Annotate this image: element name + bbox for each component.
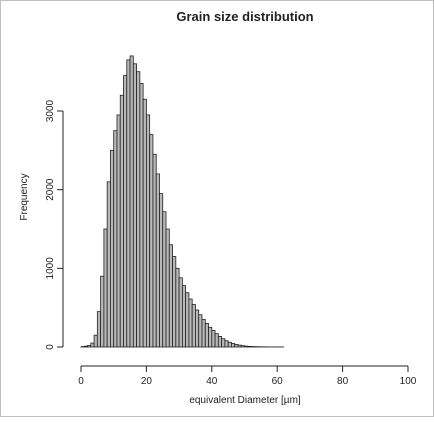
histogram-bar <box>117 115 120 347</box>
histogram-bar <box>107 182 110 347</box>
chart-title: Grain size distribution <box>176 9 313 24</box>
x-axis-label: equivalent Diameter [µm] <box>189 395 301 406</box>
histogram-bar <box>215 334 218 347</box>
histogram-bar <box>202 319 205 347</box>
y-axis: 0 1000 2000 3000 <box>45 99 63 349</box>
histogram-bar <box>104 229 107 347</box>
x-tick-label: 80 <box>337 376 349 387</box>
histogram-bar <box>153 154 156 347</box>
histogram-bar <box>110 150 113 347</box>
histogram-bar <box>186 293 189 347</box>
histogram-bar <box>218 336 221 347</box>
histogram-bar <box>228 342 231 347</box>
histogram-bar <box>169 245 172 347</box>
histogram-bar <box>140 83 143 347</box>
histogram-bar <box>173 257 176 347</box>
histogram-bar <box>137 72 140 347</box>
histogram-bar <box>225 341 228 347</box>
histogram-bar <box>159 194 162 347</box>
histogram-bar <box>143 99 146 347</box>
histogram-bar <box>222 339 225 347</box>
y-tick-label: 0 <box>45 344 56 350</box>
histogram-bar <box>91 343 94 347</box>
histogram-bar <box>120 95 123 347</box>
histogram-bar <box>176 268 179 347</box>
x-tick-label: 20 <box>141 376 153 387</box>
histogram-bar <box>209 327 212 347</box>
histogram-bar <box>231 343 234 347</box>
histogram-bar <box>156 174 159 347</box>
histogram-bar <box>235 344 238 347</box>
y-tick-label: 2000 <box>45 178 56 201</box>
y-axis-label: Frequency <box>19 173 30 220</box>
histogram-bar <box>166 229 169 347</box>
histogram-bar <box>192 305 195 347</box>
histogram-bar <box>124 76 127 347</box>
histogram-bar <box>88 345 91 347</box>
histogram-bar <box>182 286 185 347</box>
x-tick-label: 100 <box>400 376 417 387</box>
histogram-bar <box>97 312 100 347</box>
histogram-bar <box>238 345 241 347</box>
histogram-bar <box>127 60 130 347</box>
histogram-bar <box>94 335 97 347</box>
y-tick-label: 3000 <box>45 99 56 122</box>
histogram-bar <box>84 346 87 347</box>
x-tick-label: 40 <box>206 376 218 387</box>
histogram-bar <box>241 346 244 347</box>
histogram-bar <box>133 64 136 347</box>
y-tick-label: 1000 <box>45 257 56 280</box>
histogram-bar <box>205 323 208 347</box>
histogram-bar <box>199 315 202 347</box>
histogram-bar <box>114 131 117 347</box>
histogram-bar <box>130 56 133 347</box>
x-tick-label: 0 <box>78 376 84 387</box>
histogram-bar <box>150 135 153 347</box>
histogram-bar <box>248 346 251 347</box>
x-tick-label: 60 <box>272 376 284 387</box>
histogram-bars <box>81 56 284 347</box>
histogram-bar <box>146 115 149 347</box>
histogram-bar <box>189 299 192 347</box>
histogram-bar <box>101 276 104 347</box>
histogram-bar <box>245 346 248 347</box>
histogram-bar <box>212 330 215 347</box>
histogram-bar <box>195 310 198 347</box>
x-axis: 0 20 40 60 80 100 <box>78 366 417 387</box>
histogram-bar <box>179 278 182 347</box>
histogram-bar <box>163 212 166 347</box>
